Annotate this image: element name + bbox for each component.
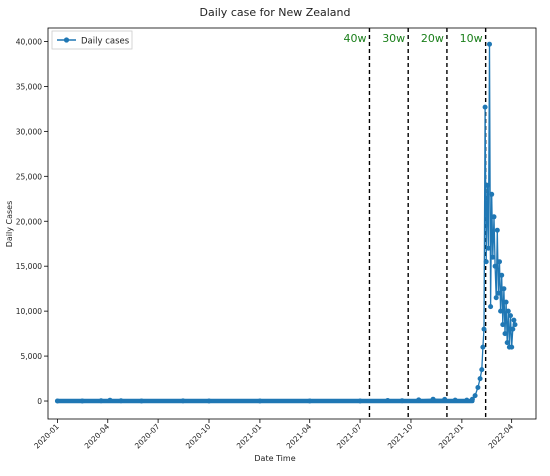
vline-label-30w: 30w [382,32,405,45]
legend-label: Daily cases [81,37,130,47]
x-tick-label: 2020-01 [32,422,61,451]
data-point [504,340,510,346]
x-axis: 2020-01 2020-04 2020-07 2020-10 2021-01 2021-… [32,419,515,451]
y-tick-label: 20,000 [16,217,42,226]
data-point [257,398,263,404]
data-point [505,308,511,314]
data-point [180,398,186,404]
data-point [107,397,113,403]
y-axis: 0 5,000 10,000 15,000 20,000 25,000 30,000 35,0… [16,37,48,406]
plot-area [47,27,537,420]
vline-label-40w: 40w [343,32,366,45]
data-point [484,182,490,188]
data-point [475,385,481,390]
data-point [489,191,495,197]
annotation-lines: 40w 30w 20w 10w [343,28,487,419]
data-point [491,214,497,220]
data-point [79,398,85,404]
data-point [487,41,492,47]
data-point [485,245,491,251]
vline-label-10w: 10w [460,32,483,45]
data-point [480,344,486,350]
x-tick-label: 2021-10 [386,422,415,451]
data-point [511,317,517,323]
data-point [508,313,513,319]
data-point [139,398,144,404]
y-tick-label: 10,000 [16,307,42,316]
data-point [509,344,515,350]
y-tick-label: 5,000 [21,352,43,361]
data-point [488,304,494,310]
y-tick-label: 30,000 [16,127,42,136]
data-point [98,398,104,404]
data-point [497,259,502,265]
data-point [492,263,498,269]
data-point [481,326,487,332]
data-point [118,398,124,404]
x-axis-label: Date Time [254,454,295,463]
data-point [472,393,478,399]
x-tick-label: 2021-07 [335,422,364,451]
data-point [206,398,212,404]
data-point [493,295,499,301]
y-axis-label: Daily Cases [5,201,14,248]
x-tick-label: 2022-01 [437,422,466,451]
legend-box [51,30,133,50]
data-point [430,396,436,402]
data-point [495,290,501,296]
data-point [399,398,405,404]
data-point [469,396,475,402]
chart-title: Daily case for New Zealand [199,6,350,19]
data-point [510,326,516,332]
data-point [483,259,489,265]
data-point [357,398,363,404]
series-line [57,43,516,402]
x-tick-label: 2021-01 [235,422,264,451]
legend-marker [63,37,70,43]
data-point [499,272,505,278]
data-point [452,397,458,403]
data-point [477,376,483,382]
data-point [54,398,60,404]
y-tick-label: 40,000 [16,37,42,46]
data-point [442,396,448,402]
y-tick-label: 25,000 [16,172,42,181]
y-tick-label: 35,000 [16,82,42,91]
data-point [501,286,507,292]
data-point [500,322,506,328]
data-point [502,331,508,337]
legend: Daily cases [51,30,133,50]
x-tick-label: 2020-10 [184,422,213,451]
data-point [307,398,313,404]
vline-label-20w: 20w [421,32,444,45]
data-point [512,322,518,328]
data-point [416,397,422,403]
data-point [479,367,485,373]
data-point [464,397,470,403]
data-point [490,254,496,260]
x-tick-label: 2020-07 [133,422,162,451]
y-tick-label: 0 [37,397,42,406]
x-tick-label: 2020-04 [83,422,112,451]
data-point [503,299,509,305]
data-point [494,227,500,233]
data-point [482,104,488,110]
series-daily-cases [54,41,518,404]
data-point [498,308,504,314]
data-point [385,398,391,403]
x-tick-label: 2022-04 [487,422,516,451]
x-tick-label: 2021-04 [285,422,314,451]
y-tick-label: 15,000 [16,262,42,271]
